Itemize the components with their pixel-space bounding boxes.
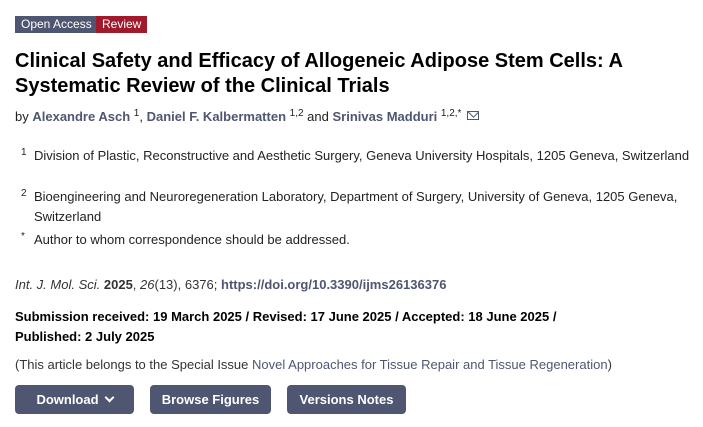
citation-volume: 26	[140, 277, 155, 292]
citation: Int. J. Mol. Sci. 2025, 26(13), 6376; ht…	[15, 277, 447, 292]
affiliation-mark: 1	[21, 147, 27, 158]
special-issue-link[interactable]: Novel Approaches for Tissue Repair and T…	[252, 357, 608, 372]
author-link[interactable]: Srinivas Madduri	[332, 109, 438, 124]
affiliation: 2 Bioengineering and Neuroregeneration La…	[15, 187, 695, 226]
publication-dates: Submission received: 19 March 2025 / Rev…	[15, 307, 556, 347]
author-link[interactable]: Alexandre Asch	[32, 109, 131, 124]
citation-year: 2025	[103, 277, 133, 292]
published-date: Published: 2 July 2025	[15, 329, 155, 344]
author-list: by Alexandre Asch 1, Daniel F. Kalbermat…	[15, 108, 480, 124]
special-issue-note: (This article belongs to the Special Iss…	[15, 357, 612, 372]
doi-link[interactable]: https://doi.org/10.3390/ijms26136376	[221, 277, 447, 292]
review-badge: Review	[96, 16, 148, 33]
dates-line: Submission received: 19 March 2025 / Rev…	[15, 309, 557, 324]
download-button[interactable]: Download	[15, 385, 134, 414]
affiliation: * Author to whom correspondence should be…	[15, 230, 695, 250]
special-issue-prefix: (This article belongs to the Special Iss…	[15, 357, 253, 372]
versions-notes-button[interactable]: Versions Notes	[287, 385, 406, 414]
browse-figures-button[interactable]: Browse Figures	[150, 385, 271, 414]
author-affiliation: 1,2,*	[440, 108, 462, 119]
affiliation: 1 Division of Plastic, Reconstructive and…	[15, 146, 695, 166]
by-label: by	[15, 109, 29, 124]
open-access-badge[interactable]: Open Access	[15, 16, 98, 33]
separator: and	[307, 109, 329, 124]
author-affiliation: 1	[133, 108, 140, 119]
chevron-down-icon	[104, 392, 114, 403]
author-link[interactable]: Daniel F. Kalbermatten	[146, 109, 287, 124]
author-affiliation: 1,2	[289, 108, 304, 119]
journal-name: Int. J. Mol. Sci.	[15, 277, 101, 292]
download-label: Download	[36, 392, 99, 407]
affiliation-text: Division of Plastic, Reconstructive and …	[34, 148, 690, 163]
affiliation-text: Bioengineering and Neuroregeneration Lab…	[34, 189, 678, 224]
separator: ,	[139, 109, 143, 124]
article-title: Clinical Safety and Efficacy of Allogene…	[15, 50, 623, 97]
envelope-icon[interactable]	[467, 111, 480, 120]
affiliation-mark: *	[21, 231, 25, 242]
citation-issue: (13), 6376;	[154, 277, 221, 292]
special-issue-suffix: )	[607, 357, 612, 372]
affiliation-text: Author to whom correspondence should be …	[34, 232, 350, 247]
affiliation-mark: 2	[21, 188, 27, 199]
